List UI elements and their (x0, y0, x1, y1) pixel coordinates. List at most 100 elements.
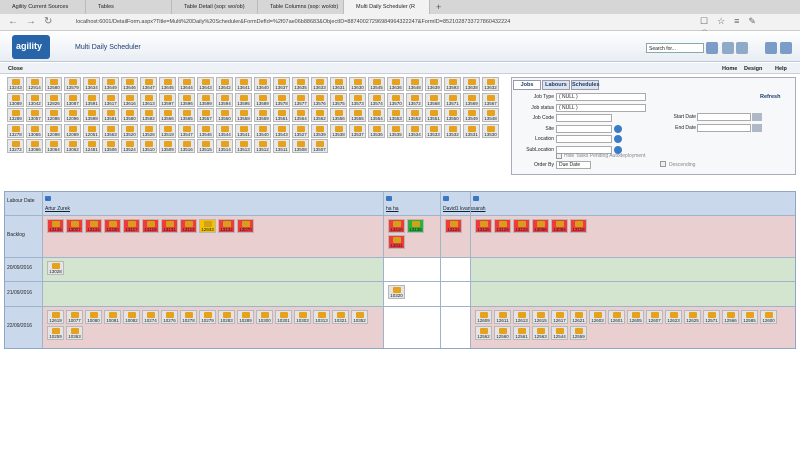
field-input[interactable] (556, 124, 612, 133)
job-number[interactable]: 12609 (477, 318, 490, 323)
browser-tab[interactable]: Table Detail (sop: wo/ob) (172, 0, 258, 14)
scheduled-job[interactable]: 12607 (646, 310, 663, 324)
job-number[interactable]: 13532 (446, 131, 459, 137)
job-number[interactable]: 13065 (28, 131, 41, 137)
scheduled-job[interactable]: 12600 (760, 310, 777, 324)
scheduled-job[interactable]: 10278 (180, 310, 197, 324)
scheduled-job[interactable]: 10082 (123, 310, 140, 324)
job-number[interactable]: 13113 (182, 227, 195, 232)
job-tile[interactable]: 13563 (102, 123, 119, 138)
job-tile[interactable]: 13564 (292, 108, 309, 122)
job-number[interactable]: 13648 (408, 85, 421, 90)
job-tile[interactable]: 13531 (463, 123, 480, 138)
job-number[interactable]: 10082 (125, 318, 138, 323)
job-tile[interactable]: 13638 (463, 77, 480, 91)
job-number[interactable]: 13054 (553, 227, 566, 232)
job-tile[interactable]: 13537 (349, 123, 366, 138)
nav-buttons[interactable]: ←→↻ (8, 16, 61, 27)
job-tile[interactable]: 13644 (178, 77, 195, 91)
job-number[interactable]: 13524 (123, 147, 136, 152)
job-number[interactable]: 12086 (47, 116, 60, 121)
job-number[interactable]: 13637 (275, 85, 288, 90)
job-number[interactable]: 13553 (389, 116, 402, 121)
scheduled-job[interactable]: 12603 (589, 310, 606, 324)
job-tile[interactable]: 13633 (311, 77, 328, 91)
job-tile[interactable]: 13289 (7, 108, 24, 122)
job-number[interactable]: 13135 (409, 227, 422, 232)
help-link[interactable]: Help (775, 66, 787, 72)
job-number[interactable]: 12623 (667, 318, 680, 323)
scheduled-job[interactable]: 12560 (494, 326, 511, 340)
job-number[interactable]: 10321 (334, 318, 347, 323)
job-tile[interactable]: 13559 (254, 108, 271, 122)
job-number[interactable]: 12481 (85, 147, 98, 152)
lookup-icon[interactable] (614, 124, 622, 133)
scheduled-job[interactable]: 10279 (199, 310, 216, 324)
job-number[interactable]: 13630 (351, 85, 364, 90)
job-number[interactable]: 13042 (28, 100, 41, 106)
scheduled-job[interactable]: 10274 (142, 310, 159, 324)
job-number[interactable]: 13512 (256, 147, 269, 152)
scheduled-job[interactable]: 12613 (513, 310, 530, 324)
job-number[interactable]: 12571 (705, 318, 718, 323)
job-tile[interactable]: 13573 (349, 92, 366, 107)
home-link[interactable]: Home (722, 66, 738, 72)
scheduled-job[interactable]: 10352 (351, 310, 368, 324)
job-number[interactable]: 13289 (9, 116, 22, 121)
job-number[interactable]: 12580 (47, 85, 60, 90)
job-tile[interactable]: 13576 (311, 92, 328, 107)
job-tile[interactable]: 13553 (387, 108, 404, 122)
design-link[interactable]: Design (744, 66, 763, 72)
scheduled-job[interactable]: 10363 (66, 326, 83, 340)
job-number[interactable]: 13580 (123, 116, 136, 121)
job-number[interactable]: 13531 (465, 131, 478, 137)
job-number[interactable]: 12563 (534, 334, 547, 339)
scheduled-job[interactable]: 13118 (570, 219, 587, 233)
job-tile[interactable]: 13636 (387, 77, 404, 91)
job-number[interactable]: 13594 (218, 100, 231, 106)
job-number[interactable]: 13574 (370, 100, 383, 106)
job-tile[interactable]: 13632 (482, 77, 499, 91)
job-tile[interactable]: 13649 (102, 77, 119, 91)
job-tile[interactable]: 13533 (425, 123, 442, 138)
job-tile[interactable]: 13617 (102, 92, 119, 107)
scheduled-job[interactable]: 12566 (722, 310, 739, 324)
job-number[interactable]: 13533 (427, 131, 440, 137)
search[interactable]: Search for... (646, 43, 704, 53)
scheduled-job[interactable]: 13113 (180, 219, 197, 233)
job-number[interactable]: 13145 (49, 227, 62, 232)
job-tile[interactable]: 13589 (254, 92, 271, 107)
field-input[interactable]: ( NULL ) (556, 93, 646, 101)
close-button[interactable]: Close (8, 66, 23, 72)
job-tile[interactable]: 13550 (444, 108, 461, 122)
job-number[interactable]: 10081 (106, 318, 119, 323)
job-number[interactable]: 13635 (294, 85, 307, 90)
job-number[interactable]: 13123 (515, 227, 528, 232)
job-number[interactable]: 12621 (572, 318, 585, 323)
scheduled-job[interactable]: 12621 (570, 310, 587, 324)
job-number[interactable]: 12089 (66, 131, 79, 137)
job-number[interactable]: 13589 (256, 100, 269, 106)
job-number[interactable]: 12544 (553, 334, 566, 339)
job-tile[interactable]: 13637 (273, 77, 290, 91)
filter-tab[interactable]: Schedules (571, 80, 600, 90)
job-number[interactable]: 13545 (370, 85, 383, 90)
job-tile[interactable]: 13543 (273, 123, 290, 138)
job-tile[interactable]: 13541 (235, 123, 252, 138)
job-tile[interactable]: 13510 (140, 139, 157, 153)
job-tile[interactable]: 13596 (178, 92, 195, 107)
job-tile[interactable]: 13062 (64, 139, 81, 153)
job-number[interactable]: 13526 (142, 131, 155, 137)
job-tile[interactable]: 13538 (330, 123, 347, 138)
job-number[interactable]: 13559 (256, 116, 269, 121)
job-number[interactable]: 13593 (446, 85, 459, 90)
scheduled-job[interactable]: 10320 (388, 285, 405, 299)
job-tile[interactable]: 13639 (425, 77, 442, 91)
job-number[interactable]: 10274 (144, 318, 157, 323)
job-number[interactable]: 10289 (239, 318, 252, 323)
job-tile[interactable]: 13512 (254, 139, 271, 153)
job-tile[interactable]: 13561 (273, 108, 290, 122)
scheduled-job[interactable]: 13054 (551, 219, 568, 233)
job-tile[interactable]: 13520 (121, 123, 138, 138)
job-number[interactable]: 13538 (332, 131, 345, 137)
